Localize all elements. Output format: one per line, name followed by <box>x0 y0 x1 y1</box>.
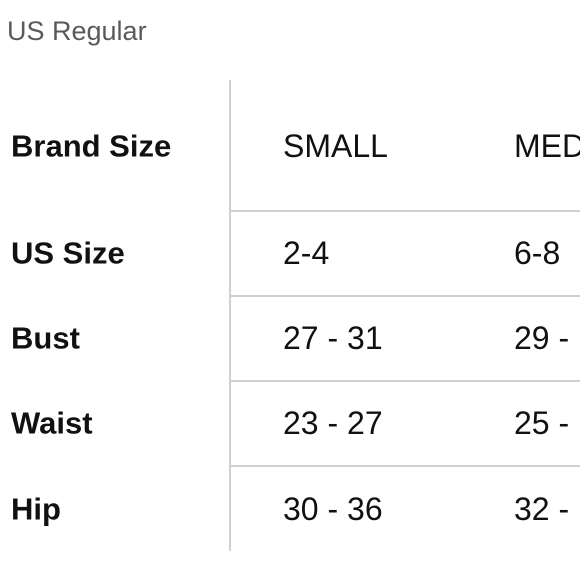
row-header: Waist <box>11 405 93 441</box>
column-header: MED <box>514 128 580 164</box>
table-cell: 2-4 <box>283 235 330 271</box>
table-cell: 29 - <box>514 320 570 356</box>
column-divider <box>229 80 231 551</box>
row-divider <box>231 380 580 382</box>
row-divider <box>231 465 580 467</box>
chart-title: US Regular <box>7 16 147 46</box>
row-header: Brand Size <box>11 128 172 164</box>
row-divider <box>231 210 580 212</box>
row-header: Bust <box>11 320 80 356</box>
row-divider <box>231 295 580 297</box>
table-cell: 23 - 27 <box>283 405 383 441</box>
row-header: US Size <box>11 235 125 271</box>
column-header: SMALL <box>283 128 388 164</box>
table-cell: 27 - 31 <box>283 320 383 356</box>
table-cell: 32 - <box>514 491 570 527</box>
table-cell: 30 - 36 <box>283 491 383 527</box>
table-cell: 25 - <box>514 405 570 441</box>
table-cell: 6-8 <box>514 235 561 271</box>
row-header: Hip <box>11 491 61 527</box>
